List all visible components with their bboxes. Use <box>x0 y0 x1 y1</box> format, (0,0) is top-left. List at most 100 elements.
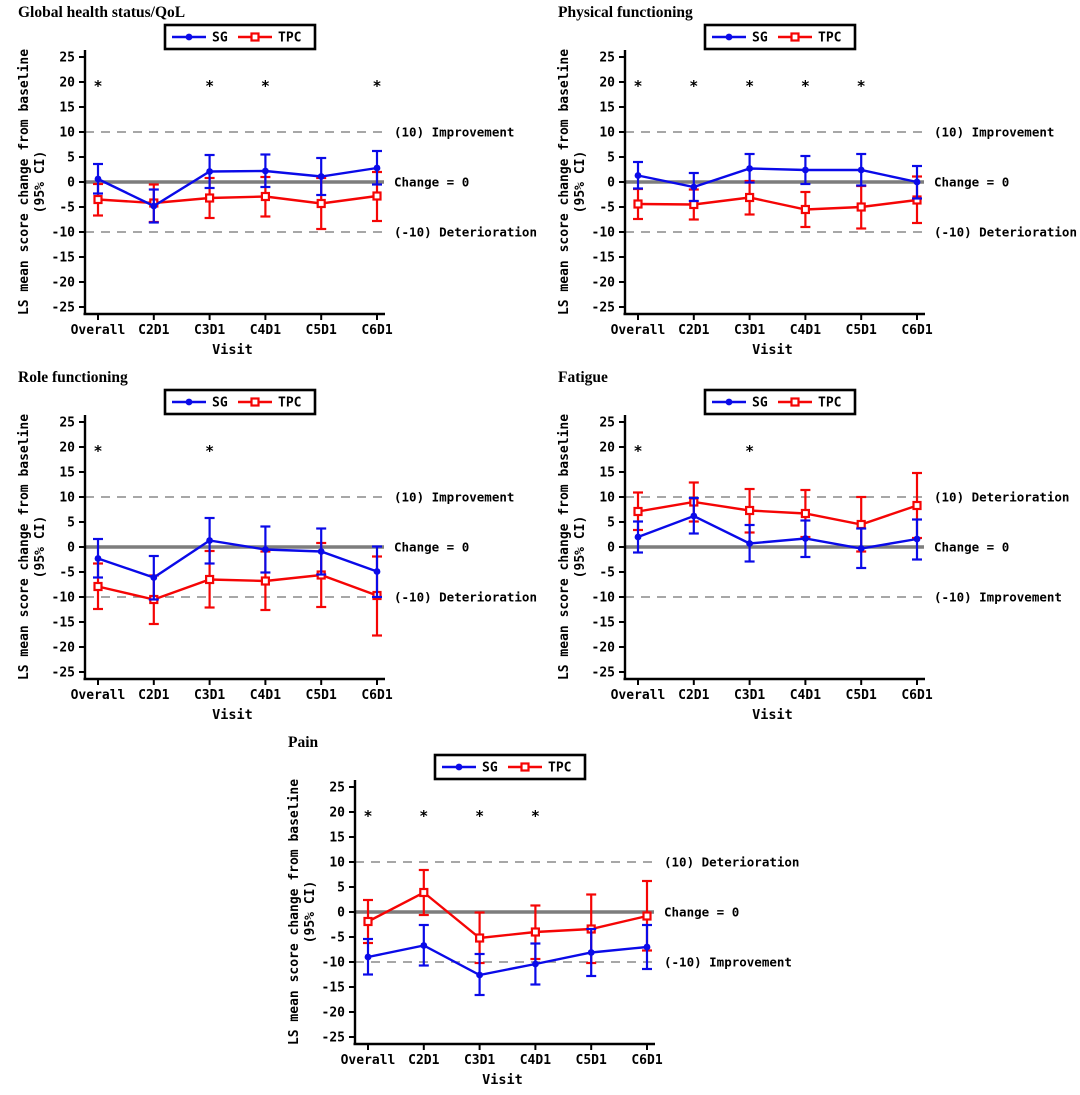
data-point-TPC <box>800 508 810 519</box>
significance-markers: * * * * <box>363 807 539 825</box>
y-tick-label: -20 <box>52 641 76 656</box>
data-point-SG <box>913 178 921 186</box>
panel-title: Global health status/QoL <box>18 4 186 21</box>
reference-line-label: (10) Improvement <box>394 125 514 140</box>
physical-functioning-chart: (10) Improvement Change = 0 (-10) Deterior… <box>557 23 1077 358</box>
x-axis-title: Visit <box>752 707 793 723</box>
data-point-SG <box>587 949 595 956</box>
x-tick-label: C4D1 <box>520 1053 551 1068</box>
legend-sg-marker <box>185 398 193 406</box>
y-tick-label: 0 <box>67 176 75 191</box>
panel-role-functioning: Role functioning (10) Improvement Change … <box>0 365 540 730</box>
legend: SG TPC <box>703 388 857 416</box>
y-tick-label: 25 <box>329 781 345 796</box>
data-point-TPC <box>633 506 643 517</box>
x-axis-title: Visit <box>482 1072 523 1088</box>
legend-tpc-label: TPC <box>278 31 301 46</box>
y-tick-label: 0 <box>67 541 75 556</box>
reference-line-label: (10) Deterioration <box>664 855 799 870</box>
series-SG <box>93 149 382 224</box>
significance-asterisk: * <box>475 807 484 825</box>
axes: 25 20 15 10 5 0 -5 -10 -15 -20 -25 Overall C2D1 C3D1 C… <box>17 49 393 358</box>
y-tick-label: 25 <box>599 416 615 431</box>
x-axis-title: Visit <box>212 707 253 723</box>
y-tick-label: -5 <box>599 566 615 581</box>
data-point-SG <box>857 545 865 552</box>
data-point-SG <box>364 953 372 961</box>
data-point-SG <box>802 535 809 542</box>
y-tick-label: 10 <box>59 491 75 506</box>
x-tick-label: C4D1 <box>250 323 281 338</box>
data-point-TPC <box>260 576 270 586</box>
y-tick-label: 5 <box>337 881 345 896</box>
y-tick-label: 5 <box>67 151 75 166</box>
x-tick-label: C2D1 <box>138 688 169 703</box>
y-tick-label: -15 <box>592 251 615 266</box>
y-tick-label: -5 <box>59 201 75 216</box>
y-tick-label: -10 <box>52 226 76 241</box>
y-tick-label: -5 <box>59 566 75 581</box>
legend-tpc-label: TPC <box>278 396 301 411</box>
y-tick-label: 15 <box>599 466 615 481</box>
legend-tpc-marker <box>790 32 800 42</box>
y-tick-label: 10 <box>329 856 345 871</box>
y-axis-title: LS mean score change from baseline(95% C… <box>557 414 588 680</box>
series-SG <box>633 152 922 203</box>
panel-fatigue: Fatigue (10) Deterioration Change = 0 (-10… <box>540 365 1080 730</box>
reference-line-label: Change = 0 <box>934 540 1009 555</box>
y-tick-label: -20 <box>322 1006 346 1021</box>
x-tick-label: C2D1 <box>678 323 709 338</box>
y-tick-label: 15 <box>329 831 345 846</box>
y-tick-label: 5 <box>607 516 615 531</box>
legend: SG TPC <box>163 388 317 416</box>
y-tick-label: 25 <box>59 416 75 431</box>
legend-sg-label: SG <box>752 396 768 411</box>
data-point-TPC <box>372 191 382 201</box>
legend-tpc-label: TPC <box>818 396 841 411</box>
y-tick-label: -15 <box>592 616 615 631</box>
y-tick-label: 25 <box>599 51 615 66</box>
role-functioning-chart: (10) Improvement Change = 0 (-10) Deterior… <box>17 388 537 723</box>
x-tick-label: Overall <box>71 323 126 338</box>
x-axis-title: Visit <box>752 342 793 358</box>
data-point-TPC <box>205 574 215 585</box>
x-tick-label: C5D1 <box>306 688 337 703</box>
reference-line-label: (10) Deterioration <box>934 490 1069 505</box>
x-tick-label: C4D1 <box>250 688 281 703</box>
x-tick-label: C6D1 <box>361 323 392 338</box>
data-point-SG <box>746 540 753 547</box>
data-point-TPC <box>856 519 866 530</box>
global-health-qol-chart: (10) Improvement Change = 0 (-10) Deterior… <box>17 23 537 358</box>
y-tick-label: 20 <box>59 76 75 91</box>
data-point-SG <box>476 971 483 979</box>
legend-sg-marker <box>725 398 733 406</box>
y-tick-label: -25 <box>52 666 75 681</box>
y-axis-title: LS mean score change from baseline(95% C… <box>17 414 48 680</box>
data-point-TPC <box>419 887 429 898</box>
y-tick-label: -25 <box>592 301 615 316</box>
y-tick-label: -10 <box>592 226 616 241</box>
data-point-SG <box>373 568 381 575</box>
data-point-TPC <box>205 193 215 203</box>
y-tick-label: 0 <box>607 176 615 191</box>
x-tick-label: C2D1 <box>408 1053 439 1068</box>
significance-asterisk: * <box>93 77 102 95</box>
significance-asterisk: * <box>745 442 754 460</box>
y-tick-label: -15 <box>322 981 345 996</box>
legend-tpc-marker <box>790 397 800 407</box>
legend-tpc-label: TPC <box>548 761 571 776</box>
y-tick-label: 10 <box>599 126 615 141</box>
x-tick-label: C3D1 <box>734 688 765 703</box>
legend-sg-marker <box>185 33 193 41</box>
x-tick-label: C2D1 <box>678 688 709 703</box>
data-point-SG <box>150 574 158 581</box>
series-SG <box>633 496 922 570</box>
data-point-TPC <box>633 199 643 209</box>
data-point-SG <box>94 555 102 562</box>
legend: SG TPC <box>433 753 587 781</box>
significance-asterisk: * <box>801 77 810 95</box>
x-tick-label: C3D1 <box>194 688 225 703</box>
data-point-SG <box>913 535 921 543</box>
legend-tpc-marker <box>250 32 260 42</box>
x-tick-label: C5D1 <box>846 688 877 703</box>
